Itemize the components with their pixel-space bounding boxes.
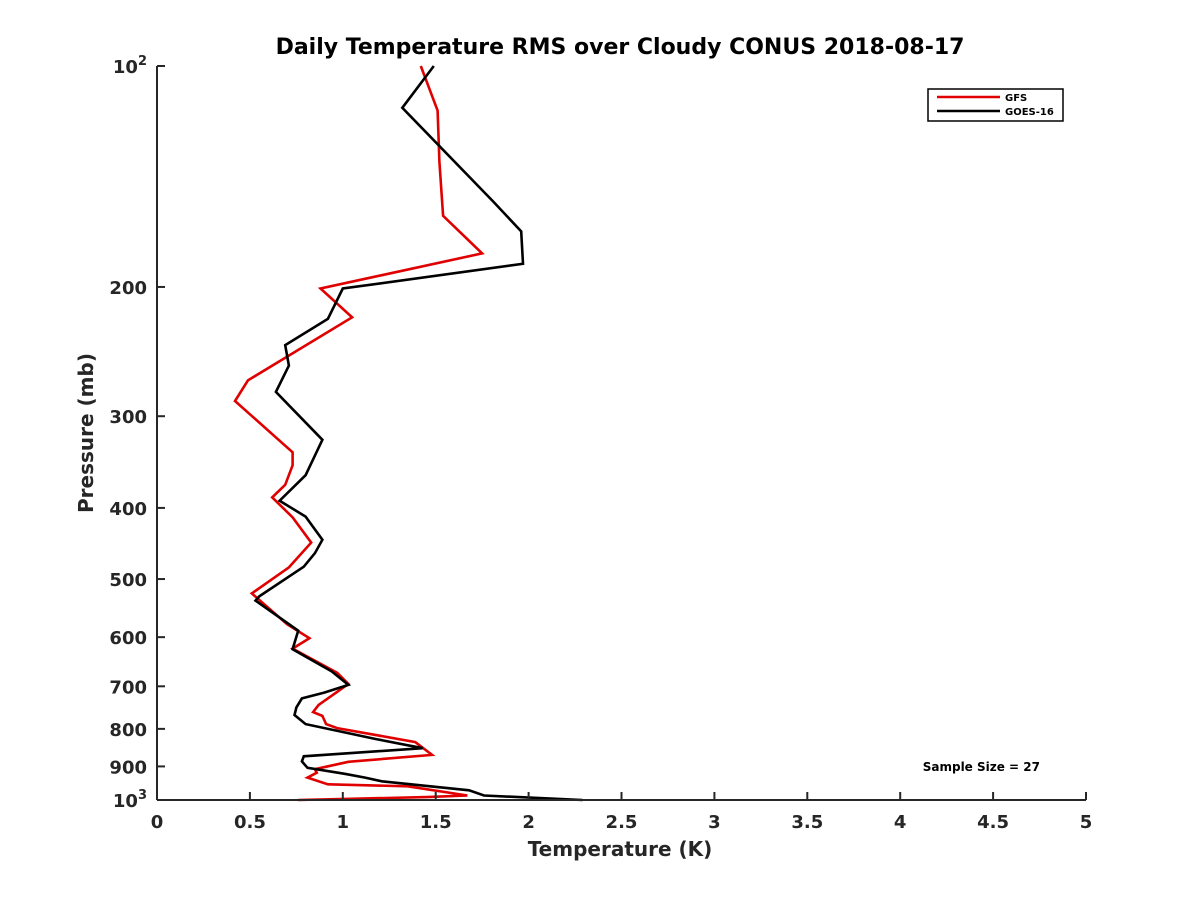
x-tick-label: 2 [522, 812, 535, 833]
legend-label-gfs: GFS [1005, 93, 1027, 104]
y-tick-label: 700 [109, 677, 147, 698]
chart-title: Daily Temperature RMS over Cloudy CONUS … [276, 35, 965, 60]
x-tick-label: 5 [1080, 812, 1093, 833]
y-tick-label: 500 [109, 570, 147, 591]
y-tick-label: 900 [109, 757, 147, 778]
x-tick-label: 4.5 [977, 812, 1009, 833]
ticks-layer: 0 0.5 1 1.5 2 2.5 3 3.5 4 4.5 5 102 200 300 400 500 600 7… [109, 54, 1092, 833]
x-tick-label: 0 [151, 812, 164, 833]
y-axis-label: Pressure (mb) [74, 353, 98, 513]
sample-size-annotation: Sample Size = 27 [923, 760, 1040, 774]
y-tick-label: 600 [109, 628, 147, 649]
x-tick-label: 1 [337, 812, 350, 833]
y-tick-label: 103 [113, 788, 147, 812]
series-line-gfs [233, 65, 485, 802]
y-tick-label: 300 [109, 407, 147, 428]
y-tick-label: 102 [113, 54, 147, 78]
x-axis-label: Temperature (K) [528, 837, 713, 861]
x-tick-label: 2.5 [606, 812, 638, 833]
y-tick-label: 200 [109, 278, 147, 299]
y-tick-label: 800 [109, 720, 147, 741]
x-tick-label: 3 [708, 812, 721, 833]
x-tick-label: 4 [894, 812, 907, 833]
y-tick-label: 400 [109, 499, 147, 520]
series-layer [233, 65, 583, 802]
x-tick-label: 0.5 [234, 812, 266, 833]
legend: GFS GOES-16 [927, 88, 1064, 122]
x-tick-label: 1.5 [420, 812, 452, 833]
series-line-goes16 [253, 65, 583, 802]
legend-box [927, 88, 1064, 122]
x-tick-label: 3.5 [791, 812, 823, 833]
axes-layer [156, 66, 1086, 801]
legend-label-goes16: GOES-16 [1005, 107, 1054, 118]
